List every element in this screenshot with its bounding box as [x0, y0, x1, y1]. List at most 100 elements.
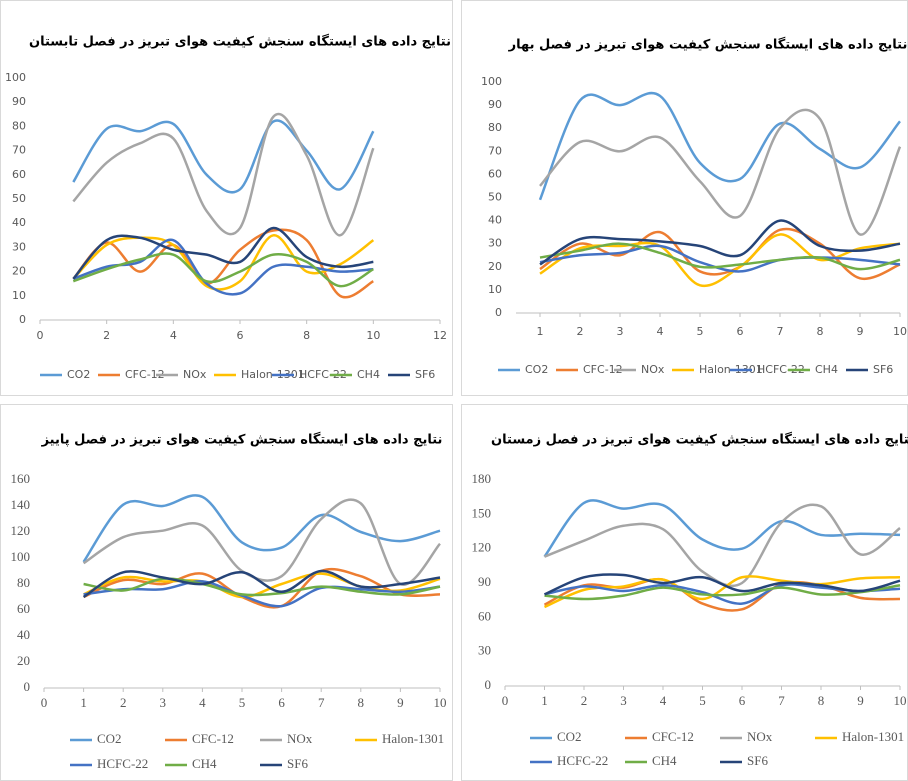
x-tick-label: 3 [617, 325, 624, 338]
series-line [543, 577, 901, 612]
y-tick-label: 10 [12, 289, 26, 302]
y-tick-label: 100 [5, 71, 26, 84]
x-tick-label: 4 [199, 695, 206, 710]
y-tick-label: 160 [11, 471, 31, 486]
x-tick-label: 8 [303, 329, 310, 342]
chart: نتایج داده های ایستگاه سنجش کیفیت هوای ت… [5, 34, 451, 382]
legend-label: CFC-12 [583, 363, 623, 376]
legend-label: CH4 [192, 756, 217, 771]
legend-label: HCFC-22 [299, 368, 347, 381]
y-tick-label: 90 [12, 95, 26, 108]
y-tick-label: 60 [488, 167, 502, 180]
legend-label: HCFC-22 [757, 363, 805, 376]
series-line [539, 219, 901, 266]
y-tick-label: 180 [472, 471, 492, 486]
x-tick-label: 9 [397, 695, 404, 710]
series-line [539, 233, 901, 288]
legend-label: CH4 [652, 753, 677, 768]
y-tick-label: 60 [478, 608, 491, 623]
series-line [72, 226, 374, 280]
legend-label: CO2 [557, 729, 582, 744]
legend-label: NOx [641, 363, 665, 376]
x-tick-label: 1 [80, 695, 87, 710]
legend-label: HCFC-22 [557, 753, 608, 768]
x-tick-label: 5 [239, 695, 246, 710]
x-tick-label: 10 [366, 329, 380, 342]
x-tick-label: 6 [737, 325, 744, 338]
y-tick-label: 30 [478, 643, 491, 658]
y-tick-label: 60 [12, 168, 26, 181]
chart-title: نتایج داده های ایستگاه سنجش کیفیت هوای ت… [29, 34, 451, 50]
y-tick-label: 50 [488, 191, 502, 204]
y-tick-label: 100 [11, 549, 31, 564]
x-tick-label: 2 [120, 695, 127, 710]
legend-label: CH4 [357, 368, 380, 381]
y-tick-label: 0 [485, 677, 492, 692]
y-tick-label: 80 [488, 121, 502, 134]
x-tick-label: 9 [857, 325, 864, 338]
y-tick-label: 140 [11, 497, 31, 512]
x-tick-label: 3 [160, 695, 167, 710]
y-tick-label: 40 [12, 216, 26, 229]
legend-label: CO2 [97, 731, 122, 746]
y-tick-label: 120 [472, 540, 492, 555]
x-tick-label: 3 [620, 693, 627, 708]
x-tick-label: 9 [857, 693, 864, 708]
x-tick-label: 4 [657, 325, 664, 338]
y-tick-label: 20 [488, 260, 502, 273]
series-line [83, 577, 441, 597]
series-line [543, 573, 901, 596]
panel-frame [0, 0, 453, 396]
chart: نتایج داده های ایستگاه سنجش کیفیت هوای ت… [481, 37, 907, 377]
y-tick-label: 70 [12, 144, 26, 157]
legend-label: SF6 [873, 363, 893, 376]
x-tick-label: 8 [818, 693, 825, 708]
legend-label: Halon-1301 [382, 731, 444, 746]
y-tick-label: 10 [488, 283, 502, 296]
legend-label: Halon-1301 [842, 729, 904, 744]
legend-label: CO2 [67, 368, 90, 381]
series-line [543, 499, 901, 558]
legend-label: NOx [287, 731, 313, 746]
series-line [539, 108, 902, 236]
x-tick-label: 8 [358, 695, 365, 710]
series-line [82, 569, 441, 599]
series-line [83, 580, 441, 608]
series-line [82, 494, 441, 563]
x-tick-label: 8 [817, 325, 824, 338]
series-line [543, 575, 901, 609]
y-tick-label: 40 [488, 214, 502, 227]
y-tick-label: 0 [19, 313, 26, 326]
y-tick-label: 0 [24, 679, 31, 694]
series-line [72, 238, 374, 296]
y-tick-label: 150 [472, 505, 492, 520]
legend-label: NOx [747, 729, 773, 744]
series-line [544, 584, 901, 601]
x-tick-label: 5 [699, 693, 706, 708]
series-line [72, 234, 375, 291]
x-tick-label: 6 [739, 693, 746, 708]
legend-label: HCFC-22 [97, 756, 148, 771]
y-tick-label: 20 [17, 653, 30, 668]
y-tick-label: 90 [488, 98, 502, 111]
x-tick-label: 10 [434, 695, 447, 710]
legend-label: CH4 [815, 363, 838, 376]
y-tick-label: 50 [12, 192, 26, 205]
series-line [538, 91, 901, 201]
chart-title: نتایج داده های ایستگاه سنجش کیفیت هوای ت… [508, 37, 908, 53]
y-tick-label: 90 [478, 574, 491, 589]
y-tick-label: 80 [17, 575, 30, 590]
chart: نتایج داده های ایستگاه سنجش کیفیت هوای ت… [472, 432, 908, 768]
legend-label: SF6 [415, 368, 435, 381]
series-line [72, 252, 374, 288]
panel-frame [461, 0, 908, 396]
x-tick-label: 1 [541, 693, 548, 708]
y-tick-label: 30 [488, 237, 502, 250]
series-line [82, 498, 441, 586]
x-tick-label: 5 [697, 325, 704, 338]
x-tick-label: 4 [660, 693, 667, 708]
y-tick-label: 0 [495, 306, 502, 319]
y-tick-label: 60 [17, 601, 30, 616]
y-tick-label: 70 [488, 144, 502, 157]
